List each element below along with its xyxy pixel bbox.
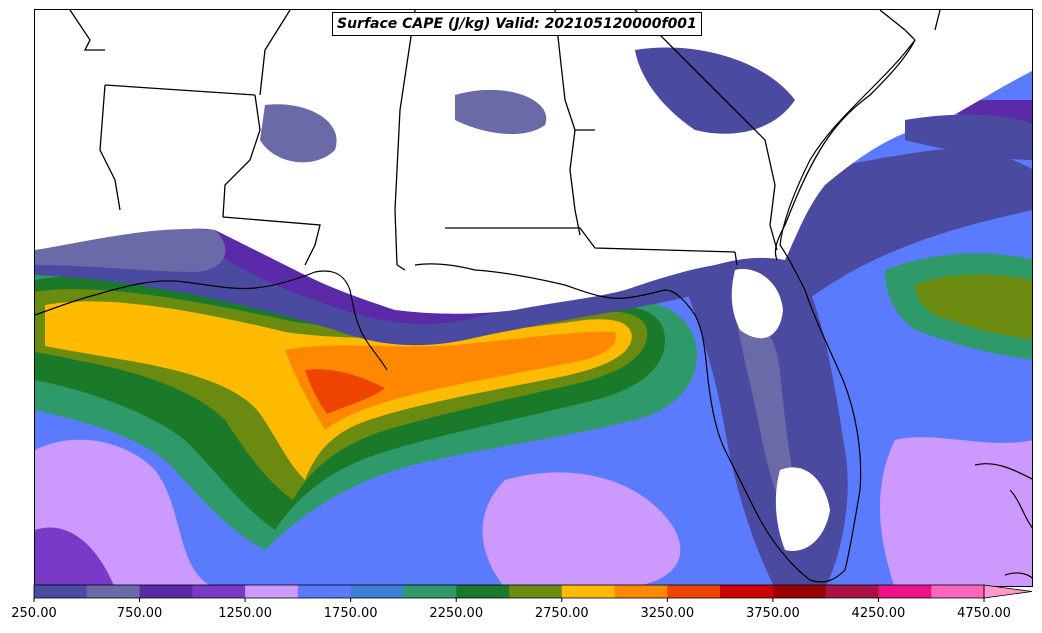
cape-field-purple-sw bbox=[35, 527, 115, 586]
cape-field-3000 bbox=[285, 331, 616, 430]
cape-map bbox=[35, 10, 1032, 586]
colorbar-bin bbox=[403, 585, 457, 598]
colorbar-tick-label: 250.00 bbox=[11, 606, 57, 621]
colorbar-bins bbox=[33, 584, 1033, 599]
colorbar-bin bbox=[456, 585, 510, 598]
colorbar-bin bbox=[667, 585, 721, 598]
colorbar-tick-label: 1250.00 bbox=[218, 606, 272, 621]
land-florida-north bbox=[731, 269, 783, 339]
colorbar-tick-label: 3250.00 bbox=[640, 606, 694, 621]
cape-field-land-patch-2 bbox=[455, 89, 547, 135]
colorbar-bin bbox=[192, 585, 246, 598]
colorbar-tick-label: 750.00 bbox=[117, 606, 163, 621]
colorbar-bin bbox=[86, 585, 141, 598]
colorbar-bin bbox=[825, 585, 879, 598]
colorbar-bin bbox=[245, 585, 299, 598]
colorbar-bin bbox=[297, 585, 352, 598]
coastline bbox=[35, 39, 1032, 583]
colorbar-bin bbox=[139, 585, 193, 598]
colorbar-tick-label: 1750.00 bbox=[324, 606, 378, 621]
colorbar-frame bbox=[33, 584, 985, 599]
colorbar-tick-label: 4750.00 bbox=[957, 606, 1011, 621]
cape-field-texas-coast bbox=[35, 229, 226, 272]
cape-field-low-south bbox=[482, 472, 681, 586]
colorbar-bin bbox=[878, 585, 932, 598]
colorbar-bin bbox=[931, 585, 985, 598]
colorbar-extend-arrow bbox=[983, 584, 1033, 599]
cape-field-atlantic-south bbox=[880, 437, 1032, 586]
colorbar-bin bbox=[34, 585, 88, 598]
colorbar-bin bbox=[350, 585, 404, 598]
colorbar-tick-label: 2750.00 bbox=[535, 606, 589, 621]
colorbar-bin bbox=[509, 585, 563, 598]
colorbar-tick-label: 4250.00 bbox=[852, 606, 906, 621]
colorbar-tick-labels: 250.00 750.00 1250.00 1750.00 2250.00 2750.00… bbox=[11, 598, 1011, 621]
cape-field-atlantic-north bbox=[915, 100, 1032, 149]
cape-field-atlantic-2500 bbox=[915, 274, 1032, 340]
colorbar-tick-label: 3750.00 bbox=[746, 606, 800, 621]
colorbar-bin bbox=[772, 585, 827, 598]
colorbar-bin bbox=[720, 585, 774, 598]
cape-field-land-patch-1 bbox=[260, 104, 337, 163]
map-title: Surface CAPE (J/kg) Valid: 202105120000f… bbox=[332, 12, 702, 36]
cape-field-3250 bbox=[305, 369, 385, 414]
colorbar-bin bbox=[561, 585, 616, 598]
land-no-data bbox=[35, 10, 1032, 314]
map-panel bbox=[34, 9, 1033, 587]
state-borders bbox=[69, 10, 941, 271]
colorbar-tick-label: 2250.00 bbox=[429, 606, 483, 621]
colorbar: 250.00 750.00 1250.00 1750.00 2250.00 2750.00… bbox=[11, 584, 1033, 621]
colorbar-bin bbox=[614, 585, 668, 598]
cape-field-land-patch-4 bbox=[905, 114, 1032, 160]
land-florida-south bbox=[775, 467, 830, 551]
